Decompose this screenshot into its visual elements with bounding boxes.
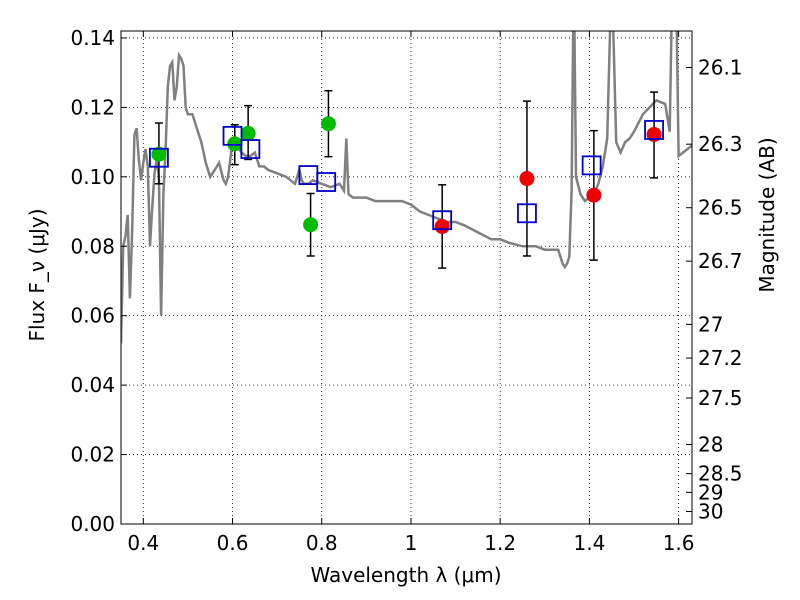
right-tick-label: 28.5 bbox=[698, 462, 743, 486]
model-photometry-square bbox=[581, 155, 602, 176]
y-tick-label: 0.08 bbox=[70, 234, 115, 258]
green-data-point bbox=[303, 217, 319, 233]
right-tick-label: 26.3 bbox=[698, 132, 743, 156]
y-tick-label: 0.14 bbox=[70, 26, 115, 50]
model-photometry-square bbox=[316, 172, 337, 192]
right-axis-label: Magnitude (AB) bbox=[755, 137, 779, 292]
model-photometry-square bbox=[517, 203, 537, 224]
y-tick-label: 0.06 bbox=[70, 304, 115, 328]
model-photometry-square bbox=[149, 147, 169, 168]
right-tick-label: 30 bbox=[698, 500, 723, 524]
red-data-point bbox=[434, 218, 450, 234]
right-tick-label: 29 bbox=[698, 480, 723, 504]
right-tick-label: 28 bbox=[698, 432, 723, 456]
error-bars bbox=[154, 89, 659, 269]
right-tick-label: 27 bbox=[698, 312, 723, 336]
data-points bbox=[149, 116, 664, 234]
red-data-point bbox=[586, 187, 602, 203]
model-spectrum bbox=[121, 31, 692, 344]
y-tick-label: 0.12 bbox=[70, 95, 115, 119]
right-tick-label: 26.5 bbox=[698, 196, 743, 220]
green-data-point bbox=[320, 116, 336, 132]
y-tick-label: 0.10 bbox=[70, 165, 115, 189]
y-tick-label: 0.00 bbox=[70, 512, 115, 536]
y-tick-label: 0.02 bbox=[70, 443, 115, 467]
x-axis-label: Wavelength λ (μm) bbox=[310, 563, 501, 587]
x-tick-label: 0.6 bbox=[217, 531, 249, 555]
model-photometry-square bbox=[240, 139, 261, 159]
right-tick-label: 26.1 bbox=[698, 55, 743, 79]
right-tick-label: 26.7 bbox=[698, 249, 743, 273]
axis-ticks: 0.4 0.6 0.8 1 1.2 1.4 1.6 0.00 0.02 0.04 0.06 0.08 0… bbox=[70, 26, 742, 555]
model-photometry-square bbox=[644, 120, 664, 140]
x-tick-label: 1.6 bbox=[663, 531, 695, 555]
green-data-point bbox=[240, 125, 256, 141]
model-photometry-square bbox=[222, 125, 243, 146]
model-spectrum-line bbox=[121, 31, 692, 344]
y-axis-label: Flux F_ν (μJy) bbox=[25, 208, 49, 341]
green-data-point bbox=[227, 136, 243, 152]
right-tick-label: 27.2 bbox=[698, 346, 743, 370]
x-tick-label: 0.8 bbox=[306, 531, 338, 555]
x-tick-label: 1 bbox=[405, 531, 418, 555]
grid-lines bbox=[121, 31, 692, 525]
right-tick-label: 27.5 bbox=[698, 386, 743, 410]
plot-frame bbox=[120, 30, 693, 525]
y-tick-label: 0.04 bbox=[70, 373, 115, 397]
model-photometry-square bbox=[432, 210, 453, 231]
x-tick-label: 1.4 bbox=[573, 531, 605, 555]
x-tick-label: 1.2 bbox=[484, 531, 516, 555]
green-data-point bbox=[151, 146, 167, 162]
red-data-point bbox=[519, 171, 535, 187]
x-tick-label: 0.4 bbox=[127, 531, 159, 555]
axis-labels: Wavelength λ (μm) Flux F_ν (μJy) Magnitu… bbox=[25, 137, 779, 587]
